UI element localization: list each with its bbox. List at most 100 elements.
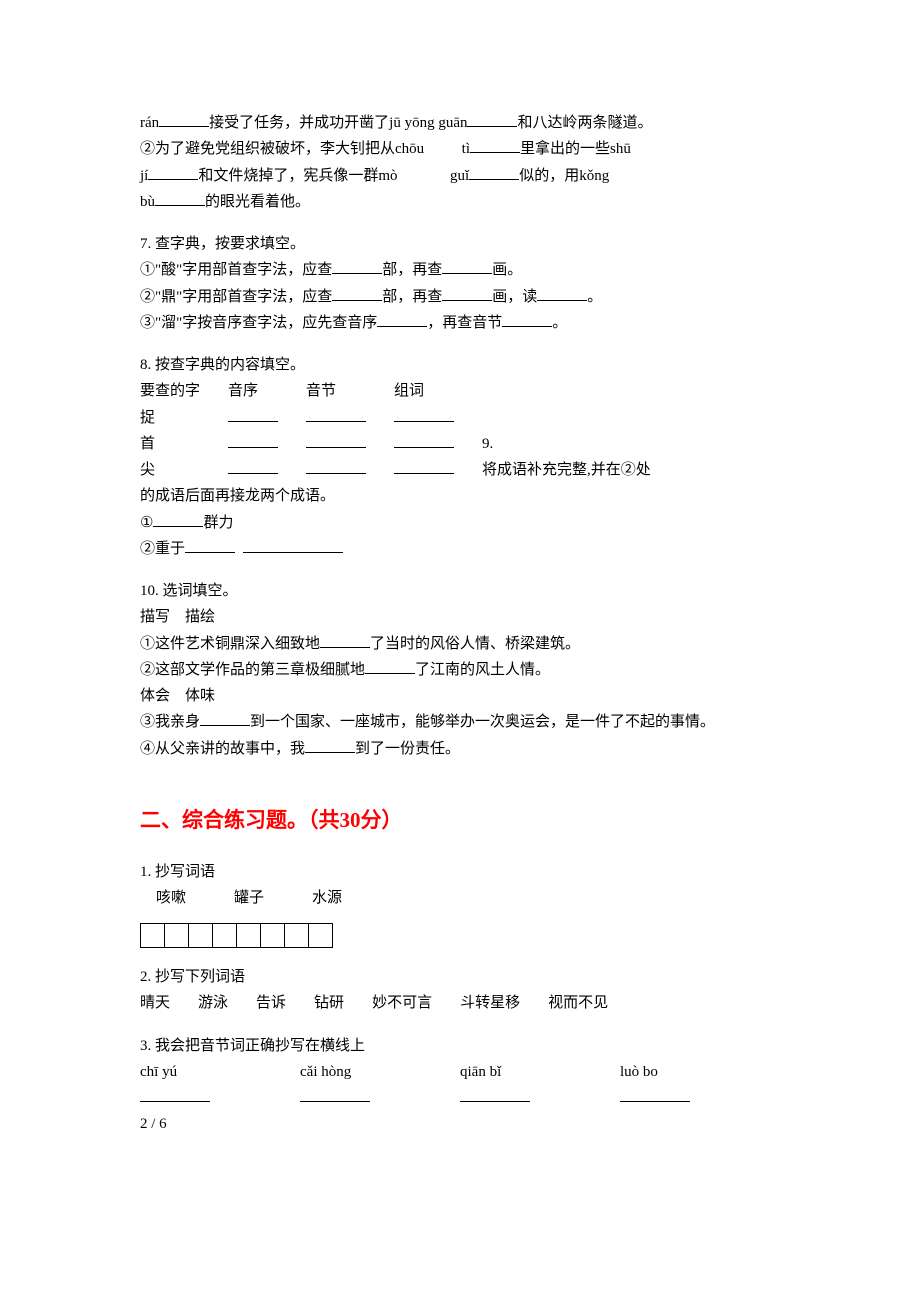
text: 和八达岭两条隧道。 [517,115,652,131]
text: guǐ [450,168,469,184]
word: 罐子 [234,885,264,911]
text: 到了一份责任。 [355,741,460,757]
q10-line2: ②这部文学作品的第三章极细腻地 了江南的风土人情。 [140,657,790,683]
fill-blank[interactable] [155,191,205,206]
text: tì [462,141,470,157]
row-label: 首 [140,431,228,457]
fill-blank[interactable] [365,659,415,674]
text: 和文件烧掉了，宪兵像一群mò [198,168,397,184]
fill-blank[interactable] [228,407,278,422]
fill-blank[interactable] [442,259,492,274]
q9-tail: 的成语后面再接龙两个成语。 [140,483,790,509]
question-6-continuation: rán接受了任务，并成功开凿了jū yōng guān和八达岭两条隧道。 ②为了… [140,110,790,215]
page-footer: 2 / 6 [140,1111,790,1137]
fill-blank[interactable] [332,259,382,274]
text: ②这部文学作品的第三章极细腻地 [140,662,365,678]
fill-blank[interactable] [394,459,454,474]
text: 部，再查 [382,262,442,278]
pinyin: luò bo [620,1059,780,1085]
word: 告诉 [256,990,286,1016]
fill-blank[interactable] [243,538,343,553]
fill-blank[interactable] [148,165,198,180]
text: 到一个国家、一座城市，能够举办一次奥运会，是一件了不起的事情。 [250,714,715,730]
s2-question-3: 3. 我会把音节词正确抄写在横线上 chī yú cǎi hòng qiān b… [140,1033,790,1112]
question-8: 8. 按查字典的内容填空。 要查的字 音序 音节 组词 捉 首 9. 尖 [140,352,790,562]
fill-blank[interactable] [394,433,454,448]
row-label: 捉 [140,405,228,431]
s2q2-words: 晴天 游泳 告诉 钻研 妙不可言 斗转星移 视而不见 [140,990,790,1016]
text: ③我亲身 [140,714,200,730]
fill-blank[interactable] [537,286,587,301]
fill-blank[interactable] [305,738,355,753]
text: bù [140,194,155,210]
fill-blank[interactable] [185,538,235,553]
text: 了江南的风土人情。 [415,662,550,678]
fill-blank[interactable] [467,112,517,127]
text: ②重于 [140,541,185,557]
q9-label: 9. [482,431,679,457]
question-7: 7. 查字典，按要求填空。 ①"酸"字用部首查字法，应查部，再查画。 ②"鼎"字… [140,231,790,336]
text: 画，读 [492,289,537,305]
fill-blank[interactable] [140,1087,210,1102]
fill-blank[interactable] [377,312,427,327]
fill-blank[interactable] [300,1087,370,1102]
fill-blank[interactable] [470,138,520,153]
fill-blank[interactable] [320,633,370,648]
s2q2-title: 2. 抄写下列词语 [140,964,790,990]
s2q1-words: 咳嗽 罐子 水源 [156,885,790,911]
fill-blank[interactable] [228,433,278,448]
q10-pair1: 描写 描绘 [140,604,790,630]
col-header: 要查的字 [140,378,228,404]
pinyin-blanks [140,1085,790,1111]
s2-question-1: 1. 抄写词语 咳嗽 罐子 水源 [140,859,790,949]
text: ②为了避免党组织被破坏，李大钊把从chōu [140,141,424,157]
q10-pair2: 体会 体味 [140,683,790,709]
fill-blank[interactable] [332,286,382,301]
text: ①"酸"字用部首查字法，应查 [140,262,332,278]
text: ①这件艺术铜鼎深入细致地 [140,636,320,652]
text: 。 [552,315,567,331]
fill-blank[interactable] [502,312,552,327]
text: 似的，用kǒng [519,168,609,184]
q10-line1: ①这件艺术铜鼎深入细致地了当时的风俗人情、桥梁建筑。 [140,631,790,657]
pinyin: qiān bǐ [460,1059,620,1085]
text: 部，再查 [382,289,442,305]
s2q3-title: 3. 我会把音节词正确抄写在横线上 [140,1033,790,1059]
q10-title: 10. 选词填空。 [140,578,790,604]
q10-line4: ④从父亲讲的故事中，我 到了一份责任。 [140,736,790,762]
col-header: 组词 [394,378,482,404]
q9-item2: ②重于 [140,536,790,562]
col-header: 音节 [306,378,394,404]
q6-line2: ②为了避免党组织被破坏，李大钊把从chōu tì 里拿出的一些shū [140,136,790,162]
fill-blank[interactable] [394,407,454,422]
table-row: 捉 [140,405,679,431]
fill-blank[interactable] [306,433,366,448]
fill-blank[interactable] [153,512,203,527]
q9-text: 将成语补充完整,并在②处 [482,457,679,483]
fill-blank[interactable] [442,286,492,301]
fill-blank[interactable] [228,459,278,474]
s2q1-title: 1. 抄写词语 [140,859,790,885]
text: 里拿出的一些shū [520,141,631,157]
fill-blank[interactable] [159,112,209,127]
fill-blank[interactable] [469,165,519,180]
q7-line3: ③"溜"字按音序查字法，应先查音序，再查音节。 [140,310,790,336]
col-header: 音序 [228,378,306,404]
text: ②"鼎"字用部首查字法，应查 [140,289,332,305]
q7-line1: ①"酸"字用部首查字法，应查部，再查画。 [140,257,790,283]
fill-blank[interactable] [460,1087,530,1102]
fill-blank[interactable] [200,711,250,726]
q8-title: 8. 按查字典的内容填空。 [140,352,790,378]
question-10: 10. 选词填空。 描写 描绘 ①这件艺术铜鼎深入细致地了当时的风俗人情、桥梁建… [140,578,790,762]
fill-blank[interactable] [306,459,366,474]
text: 接受了任务，并成功开凿了jū yōng guān [209,115,467,131]
fill-blank[interactable] [620,1087,690,1102]
fill-blank[interactable] [306,407,366,422]
empty [482,405,679,431]
q9-item1: ①群力 [140,510,790,536]
writing-grid[interactable] [140,923,333,948]
pinyin-row: chī yú cǎi hòng qiān bǐ luò bo [140,1059,790,1085]
q10-line3: ③我亲身 到一个国家、一座城市，能够举办一次奥运会，是一件了不起的事情。 [140,709,790,735]
text: ④从父亲讲的故事中，我 [140,741,305,757]
word: 妙不可言 [372,990,432,1016]
